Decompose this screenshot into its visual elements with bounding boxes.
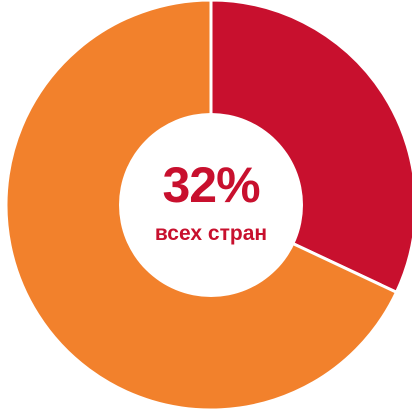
center-value: 32%	[162, 157, 260, 213]
center-label: всех стран	[155, 222, 267, 245]
donut-hole	[119, 113, 303, 297]
